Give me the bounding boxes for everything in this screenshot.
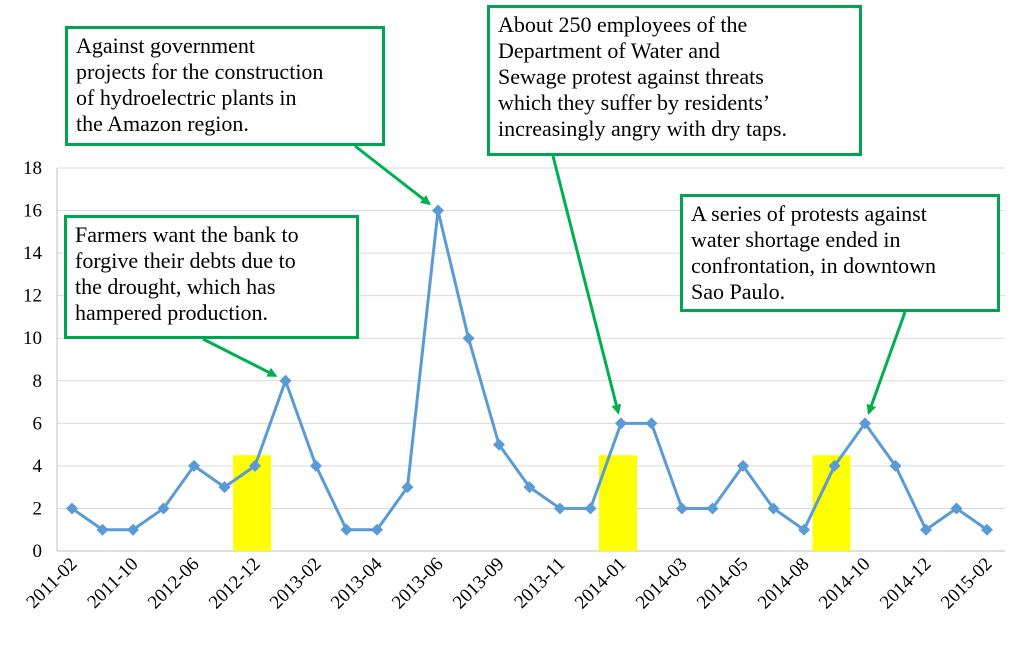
data-point bbox=[798, 523, 810, 536]
data-point bbox=[828, 459, 841, 472]
annotation-arrow bbox=[202, 337, 278, 378]
data-point bbox=[279, 374, 292, 387]
data-point bbox=[523, 481, 536, 494]
y-tick-label: 2 bbox=[33, 498, 43, 519]
x-tick-label: 2012-12 bbox=[205, 554, 265, 614]
x-tick-label: 2014-03 bbox=[632, 554, 692, 614]
data-point bbox=[645, 417, 658, 430]
data-point bbox=[401, 481, 414, 494]
x-tick-label: 2014-05 bbox=[693, 554, 753, 614]
data-point bbox=[462, 332, 475, 345]
annotation-hydroelectric: Against government projects for the cons… bbox=[65, 26, 385, 146]
y-tick-labels: 0 2 4 6 8 10 12 14 16 18 bbox=[23, 158, 43, 562]
data-point bbox=[249, 459, 261, 472]
y-tick-label: 10 bbox=[23, 328, 42, 349]
data-point bbox=[950, 502, 963, 515]
x-tick-label: 2014-01 bbox=[571, 554, 631, 614]
x-tick-label: 2011-02 bbox=[22, 554, 81, 613]
y-tick-label: 18 bbox=[23, 158, 42, 179]
data-point bbox=[676, 502, 688, 515]
y-tick-label: 4 bbox=[33, 456, 43, 477]
data-point bbox=[188, 459, 200, 472]
highlight-bar bbox=[233, 455, 271, 551]
x-tick-label: 2014-12 bbox=[876, 554, 936, 614]
x-tick-labels: 2011-02 2011-10 2012-06 2012-12 2013-02 2013-… bbox=[22, 553, 996, 613]
data-point bbox=[920, 523, 932, 536]
x-tick-label: 2014-08 bbox=[754, 554, 814, 614]
annotation-arrows bbox=[202, 144, 907, 415]
data-point bbox=[859, 417, 871, 430]
x-tick-label: 2013-06 bbox=[388, 554, 448, 614]
data-point bbox=[554, 502, 566, 515]
data-point bbox=[157, 502, 170, 515]
x-tick-label: 2013-04 bbox=[327, 553, 387, 613]
annotation-arrow bbox=[354, 144, 431, 206]
y-tick-label: 16 bbox=[23, 201, 42, 222]
annotation-arrow bbox=[866, 311, 907, 415]
data-point bbox=[981, 523, 993, 536]
x-tick-label: 2013-02 bbox=[266, 554, 326, 614]
data-point bbox=[218, 481, 231, 494]
x-tick-label: 2013-09 bbox=[449, 554, 509, 614]
data-point bbox=[889, 459, 902, 472]
y-tick-label: 14 bbox=[23, 243, 43, 264]
y-tick-label: 12 bbox=[23, 286, 42, 307]
annotation-farmers: Farmers want the bank to forgive their d… bbox=[64, 215, 359, 339]
data-point bbox=[737, 459, 749, 472]
y-tick-label: 8 bbox=[33, 371, 43, 392]
data-point bbox=[127, 523, 139, 536]
data-point bbox=[584, 502, 597, 515]
data-point bbox=[340, 523, 353, 536]
data-point bbox=[310, 459, 322, 472]
x-tick-label: 2014-10 bbox=[815, 554, 875, 614]
x-tick-label: 2013-11 bbox=[510, 554, 569, 613]
y-tick-label: 6 bbox=[33, 413, 43, 434]
x-tick-label: 2012-06 bbox=[144, 554, 204, 614]
data-point bbox=[493, 438, 505, 451]
series-markers bbox=[66, 204, 993, 536]
annotation-water-employees: About 250 employees of the Department of… bbox=[487, 5, 862, 156]
y-tick-label: 0 bbox=[33, 541, 43, 562]
data-point bbox=[66, 502, 78, 515]
highlight-bars bbox=[233, 455, 851, 551]
data-point bbox=[615, 417, 627, 430]
x-tick-label: 2011-10 bbox=[83, 554, 142, 613]
annotation-sao-paulo: A series of protests against water short… bbox=[680, 194, 1000, 312]
data-point bbox=[96, 523, 109, 536]
data-point bbox=[706, 502, 719, 515]
data-point bbox=[432, 204, 444, 217]
annotation-arrow bbox=[551, 155, 622, 415]
x-tick-label: 2015-02 bbox=[937, 554, 997, 614]
data-point bbox=[767, 502, 780, 515]
data-point bbox=[371, 523, 383, 536]
